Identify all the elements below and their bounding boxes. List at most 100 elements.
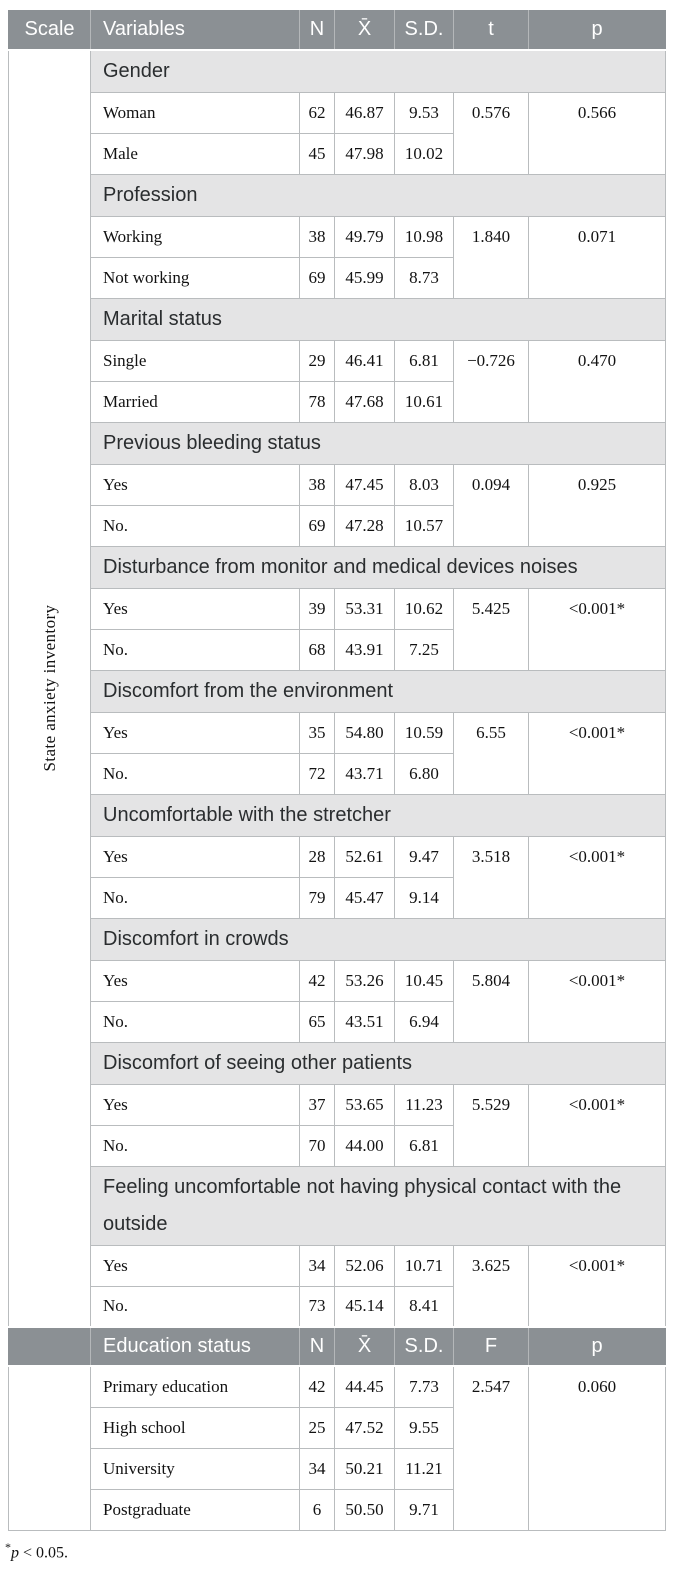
header2-mean: X̄ bbox=[334, 1326, 395, 1367]
cell-sd: 10.62 bbox=[394, 587, 454, 630]
cell-mean: 53.65 bbox=[334, 1083, 395, 1126]
cell-t-value: 3.625 bbox=[453, 1244, 529, 1328]
cell-n: 38 bbox=[299, 215, 335, 258]
section-header: Uncomfortable with the stretcher bbox=[90, 793, 666, 837]
header-n: N bbox=[299, 10, 335, 51]
cell-p-value: <0.001* bbox=[528, 587, 666, 671]
cell-n: 72 bbox=[299, 752, 335, 795]
row-label: No. bbox=[90, 1000, 300, 1043]
row-label: University bbox=[90, 1447, 300, 1490]
cell-sd: 10.45 bbox=[394, 959, 454, 1002]
table-row: Married 78 47.68 10.61 bbox=[9, 380, 666, 423]
cell-sd: 10.98 bbox=[394, 215, 454, 258]
cell-mean: 50.21 bbox=[334, 1447, 395, 1490]
cell-mean: 53.26 bbox=[334, 959, 395, 1002]
cell-n: 62 bbox=[299, 91, 335, 134]
table-row: Yes 39 53.31 10.62 5.425 <0.001* bbox=[9, 587, 666, 671]
header-sd: S.D. bbox=[394, 10, 454, 51]
footnote-marker: * bbox=[5, 1539, 11, 1554]
row-label: No. bbox=[90, 876, 300, 919]
section-header: Gender bbox=[90, 49, 666, 93]
cell-sd: 9.71 bbox=[394, 1488, 454, 1531]
row-label: Yes bbox=[90, 1083, 300, 1126]
header2-n: N bbox=[299, 1326, 335, 1367]
table-body-education: Primary education 42 44.45 7.73 2.547 0.060 Hi… bbox=[8, 1365, 666, 1531]
table-row: No. 65 43.51 6.94 bbox=[9, 1000, 666, 1043]
scale-column-cell: State anxiety inventory bbox=[8, 49, 91, 1328]
cell-sd: 8.73 bbox=[394, 256, 454, 299]
header-t: t bbox=[453, 10, 529, 51]
cell-sd: 8.03 bbox=[394, 463, 454, 506]
cell-mean: 43.51 bbox=[334, 1000, 395, 1043]
header-p: p bbox=[528, 10, 666, 51]
header2-p: p bbox=[528, 1326, 666, 1367]
row-label: Married bbox=[90, 380, 300, 423]
cell-mean: 44.00 bbox=[334, 1124, 395, 1167]
cell-p-value: <0.001* bbox=[528, 1083, 666, 1167]
cell-sd: 10.57 bbox=[394, 504, 454, 547]
cell-n: 70 bbox=[299, 1124, 335, 1167]
table-row: No. 73 45.14 8.41 bbox=[9, 1285, 666, 1328]
scale-column-empty-cell bbox=[8, 1365, 91, 1531]
cell-mean: 47.45 bbox=[334, 463, 395, 506]
cell-mean: 47.28 bbox=[334, 504, 395, 547]
scale-vertical-label: State anxiety inventory bbox=[39, 604, 59, 772]
cell-p-value: 0.566 bbox=[528, 91, 666, 175]
row-label: Not working bbox=[90, 256, 300, 299]
cell-n: 42 bbox=[299, 1365, 335, 1408]
cell-sd: 11.21 bbox=[394, 1447, 454, 1490]
cell-p-value: <0.001* bbox=[528, 711, 666, 795]
cell-p-value: 0.060 bbox=[528, 1365, 666, 1531]
footnote-p-symbol: p bbox=[11, 1543, 19, 1561]
section-header: Discomfort from the environment bbox=[90, 669, 666, 713]
cell-n: 69 bbox=[299, 256, 335, 299]
cell-mean: 53.31 bbox=[334, 587, 395, 630]
cell-n: 29 bbox=[299, 339, 335, 382]
cell-sd: 8.41 bbox=[394, 1285, 454, 1328]
table-row: Yes 38 47.45 8.03 0.094 0.925 bbox=[9, 463, 666, 547]
table-body-main: State anxiety inventory Gender Woman 62 46.8… bbox=[8, 49, 666, 1328]
section-header: Previous bleeding status bbox=[90, 421, 666, 465]
cell-sd: 10.71 bbox=[394, 1244, 454, 1287]
cell-n: 34 bbox=[299, 1447, 335, 1490]
table-head-education: Education status N X̄ S.D. F p bbox=[8, 1326, 666, 1367]
cell-n: 45 bbox=[299, 132, 335, 175]
cell-mean: 52.06 bbox=[334, 1244, 395, 1287]
row-label: No. bbox=[90, 752, 300, 795]
cell-n: 34 bbox=[299, 1244, 335, 1287]
header2-scale-blank bbox=[8, 1326, 91, 1367]
row-label: Male bbox=[90, 132, 300, 175]
cell-mean: 52.61 bbox=[334, 835, 395, 878]
table-head-primary: Scale Variables N X̄ S.D. t p bbox=[8, 10, 666, 51]
cell-mean: 43.71 bbox=[334, 752, 395, 795]
cell-sd: 9.55 bbox=[394, 1406, 454, 1449]
cell-t-value: 6.55 bbox=[453, 711, 529, 795]
row-label: Woman bbox=[90, 91, 300, 134]
cell-mean: 45.47 bbox=[334, 876, 395, 919]
table-row: University 34 50.21 11.21 bbox=[9, 1447, 666, 1490]
cell-t-value: 0.094 bbox=[453, 463, 529, 547]
cell-n: 37 bbox=[299, 1083, 335, 1126]
row-label: Yes bbox=[90, 711, 300, 754]
header2-sd: S.D. bbox=[394, 1326, 454, 1367]
row-label: No. bbox=[90, 628, 300, 671]
cell-mean: 47.68 bbox=[334, 380, 395, 423]
table-row: No. 79 45.47 9.14 bbox=[9, 876, 666, 919]
cell-n: 35 bbox=[299, 711, 335, 754]
header-mean: X̄ bbox=[334, 10, 395, 51]
footnote-text: < 0.05. bbox=[19, 1543, 69, 1561]
header2-education-status: Education status bbox=[90, 1326, 300, 1367]
section-header: Disturbance from monitor and medical dev… bbox=[90, 545, 666, 589]
cell-n: 38 bbox=[299, 463, 335, 506]
table-row: Yes 34 52.06 10.71 3.625 <0.001* bbox=[9, 1244, 666, 1328]
cell-f-value: 2.547 bbox=[453, 1365, 529, 1531]
table-row: No. 70 44.00 6.81 bbox=[9, 1124, 666, 1167]
table-row: Male 45 47.98 10.02 bbox=[9, 132, 666, 175]
row-label: High school bbox=[90, 1406, 300, 1449]
cell-p-value: <0.001* bbox=[528, 835, 666, 919]
cell-sd: 9.53 bbox=[394, 91, 454, 134]
cell-mean: 45.14 bbox=[334, 1285, 395, 1328]
cell-n: 78 bbox=[299, 380, 335, 423]
cell-sd: 6.81 bbox=[394, 1124, 454, 1167]
cell-mean: 49.79 bbox=[334, 215, 395, 258]
